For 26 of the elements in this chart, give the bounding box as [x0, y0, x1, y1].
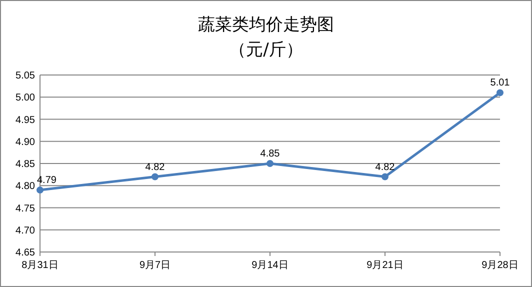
y-tick-label: 4.80	[16, 181, 36, 192]
x-tick-label: 9月14日	[252, 260, 288, 271]
x-tick-label: 9月21日	[366, 260, 404, 271]
x-tick-label: 9月28日	[482, 260, 518, 271]
data-label: 4.82	[145, 162, 166, 173]
y-tick-label: 4.90	[16, 136, 36, 148]
point	[36, 186, 44, 194]
point	[152, 173, 158, 180]
point	[382, 173, 388, 180]
data-label: 4.85	[260, 148, 280, 160]
data-label: 4.79	[37, 175, 57, 186]
chart-title: 蔬菜类均价走势图	[198, 15, 334, 35]
y-tick-label: 4.85	[16, 159, 36, 170]
y-tick-label: 4.95	[16, 114, 36, 126]
point	[496, 89, 504, 96]
y-tick-label: 5.00	[16, 92, 36, 104]
y-tick-label: 5.05	[16, 70, 36, 82]
y-tick-label: 4.75	[16, 203, 36, 214]
x-tick-label: 9月7日	[139, 260, 171, 271]
y-tick-label: 4.65	[16, 248, 36, 258]
data-label: 5.01	[490, 78, 510, 89]
y-tick-label: 4.70	[16, 225, 36, 236]
data-label: 4.82	[375, 162, 396, 173]
point	[266, 160, 274, 167]
x-tick-label: 8月31日	[22, 260, 58, 271]
chart-subtitle: （元/斤）	[229, 40, 303, 60]
